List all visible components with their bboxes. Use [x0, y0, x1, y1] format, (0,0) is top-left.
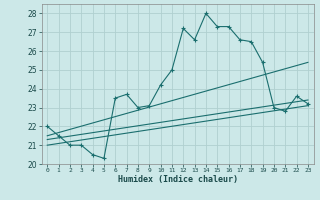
- X-axis label: Humidex (Indice chaleur): Humidex (Indice chaleur): [118, 175, 237, 184]
